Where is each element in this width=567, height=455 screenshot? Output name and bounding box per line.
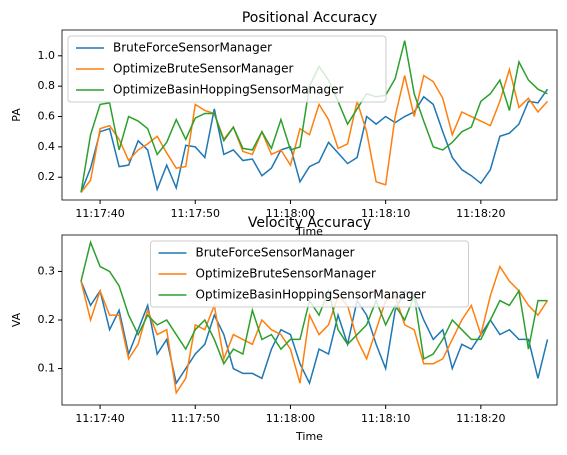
x-tick-label: 11:17:40: [75, 412, 124, 425]
series-line: [80, 88, 549, 193]
legend-label: OptimizeBasinHoppingSensorManager: [196, 288, 427, 302]
legend-label: BruteForceSensorManager: [113, 41, 272, 55]
legend-label: OptimizeBruteSensorManager: [196, 267, 376, 281]
series-line: [80, 239, 548, 366]
axes-frame: [61, 29, 558, 201]
x-tick-label: 11:18:10: [361, 207, 410, 220]
y-tick-label: 0.4: [38, 140, 56, 153]
x-tick-label: 11:18:20: [456, 412, 505, 425]
x-tick-label: 11:18:00: [266, 412, 315, 425]
x-tick-label: 11:17:40: [75, 207, 124, 220]
x-tick-label: 11:17:50: [171, 207, 220, 220]
y-tick-label: 0.3: [38, 264, 56, 277]
y-tick-label: 1.0: [38, 49, 56, 62]
y-tick-label: 0.2: [38, 170, 56, 183]
chart-title: Velocity Accuracy: [248, 215, 371, 231]
legend-box: [67, 35, 387, 103]
legend-label: OptimizeBasinHoppingSensorManager: [113, 83, 344, 97]
legend-label: BruteForceSensorManager: [196, 246, 355, 260]
legend-label: OptimizeBruteSensorManager: [113, 62, 293, 76]
y-tick-label: 0.6: [38, 110, 56, 123]
series-line: [80, 66, 549, 193]
series-line: [80, 264, 549, 395]
x-tick-label: 11:18:10: [361, 412, 410, 425]
y-axis-label: VA: [10, 312, 23, 327]
x-tick-label: 11:17:50: [171, 412, 220, 425]
x-axis-label: Time: [295, 430, 323, 443]
y-tick-label: 0.1: [38, 362, 56, 375]
axes-frame: [61, 234, 558, 406]
legend-box: [150, 240, 469, 308]
chart-title: Positional Accuracy: [242, 10, 377, 26]
y-tick-label: 0.8: [38, 79, 56, 92]
y-axis-label: PA: [10, 108, 23, 122]
y-tick-label: 0.2: [38, 313, 56, 326]
x-tick-label: 11:18:00: [266, 207, 315, 220]
series-line: [80, 280, 549, 386]
x-tick-label: 11:18:20: [456, 207, 505, 220]
legend: BruteForceSensorManager OptimizeBruteSens…: [67, 35, 387, 103]
legend: BruteForceSensorManager OptimizeBruteSens…: [150, 240, 469, 308]
